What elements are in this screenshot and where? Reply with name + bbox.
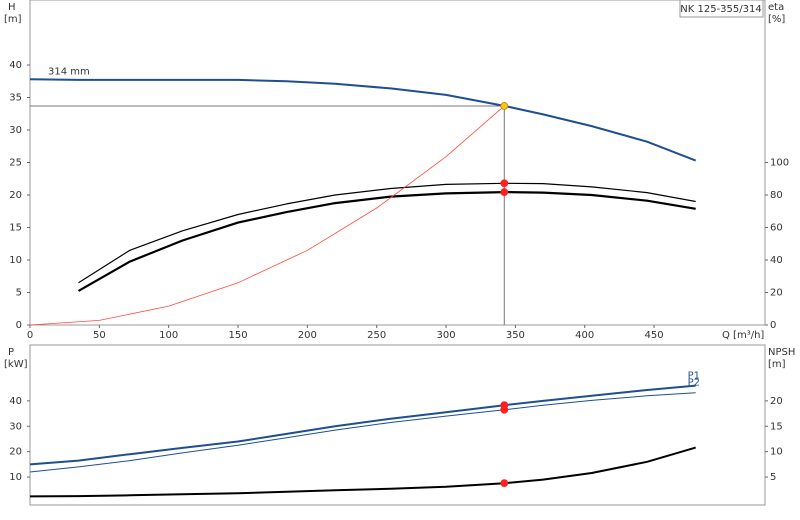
y-tick-label: 20 bbox=[9, 190, 22, 201]
y-tick-label: 20 bbox=[9, 447, 22, 458]
y2-axis-label: NPSH bbox=[768, 347, 795, 358]
y-tick-label: 25 bbox=[9, 158, 22, 169]
series-label: 314 mm bbox=[48, 66, 90, 77]
series-label: P2 bbox=[688, 378, 700, 389]
y2-tick-label: 40 bbox=[770, 255, 783, 266]
y2-tick-label: 60 bbox=[770, 223, 783, 234]
series-line bbox=[77, 191, 696, 292]
operating-point bbox=[500, 405, 509, 414]
y-tick-label: 40 bbox=[9, 60, 22, 71]
y2-tick-label: 5 bbox=[770, 472, 776, 483]
x-tick-label: 50 bbox=[93, 330, 106, 341]
y-tick-label: 30 bbox=[9, 421, 22, 432]
y-tick-label: 15 bbox=[9, 223, 22, 234]
series-line bbox=[29, 105, 505, 326]
x-tick-label: 200 bbox=[298, 330, 317, 341]
x-axis-label: Q [m³/h] bbox=[722, 330, 764, 341]
y-tick-label: 10 bbox=[9, 255, 22, 266]
y-axis-unit: [kW] bbox=[4, 359, 28, 370]
y2-tick-label: 0 bbox=[770, 320, 776, 331]
x-tick-label: 400 bbox=[575, 330, 594, 341]
operating-point bbox=[500, 102, 509, 110]
y2-axis-unit: [%] bbox=[768, 14, 785, 25]
y-tick-label: 35 bbox=[9, 93, 22, 104]
x-tick-label: 300 bbox=[436, 330, 455, 341]
y-tick-label: 10 bbox=[9, 472, 22, 483]
y-tick-label: 30 bbox=[9, 125, 22, 136]
y-tick-label: 5 bbox=[16, 288, 22, 299]
series-line bbox=[29, 392, 696, 473]
x-tick-label: 0 bbox=[27, 330, 33, 341]
y2-axis-unit: [m] bbox=[768, 359, 786, 370]
y-tick-label: 0 bbox=[16, 320, 22, 331]
y2-axis-label: eta bbox=[768, 2, 784, 13]
y2-tick-label: 80 bbox=[770, 190, 783, 201]
y2-tick-label: 100 bbox=[770, 158, 789, 169]
y2-tick-label: 20 bbox=[770, 288, 783, 299]
x-tick-label: 450 bbox=[645, 330, 664, 341]
operating-point bbox=[500, 479, 509, 488]
y-axis-label: H bbox=[8, 2, 16, 13]
operating-point bbox=[500, 188, 509, 196]
x-tick-label: 150 bbox=[228, 330, 247, 341]
series-line bbox=[29, 384, 696, 466]
x-tick-label: 350 bbox=[506, 330, 525, 341]
operating-point bbox=[500, 179, 509, 188]
y2-tick-label: 15 bbox=[770, 421, 783, 432]
series-label: P1 bbox=[688, 371, 700, 382]
y-tick-label: 40 bbox=[9, 396, 22, 407]
plot-frame bbox=[29, 0, 766, 326]
chart-title: NK 125-355/314 bbox=[680, 4, 761, 15]
plot-frame bbox=[29, 344, 766, 506]
x-tick-label: 100 bbox=[159, 330, 178, 341]
x-tick-label: 250 bbox=[367, 330, 386, 341]
series-line bbox=[78, 182, 696, 284]
series-line bbox=[29, 78, 697, 162]
y-axis-label: P bbox=[8, 347, 14, 358]
y-axis-unit: [m] bbox=[4, 14, 22, 25]
title-box bbox=[679, 0, 764, 18]
series-line bbox=[29, 446, 696, 498]
y2-tick-label: 10 bbox=[770, 447, 783, 458]
y2-tick-label: 20 bbox=[770, 396, 783, 407]
